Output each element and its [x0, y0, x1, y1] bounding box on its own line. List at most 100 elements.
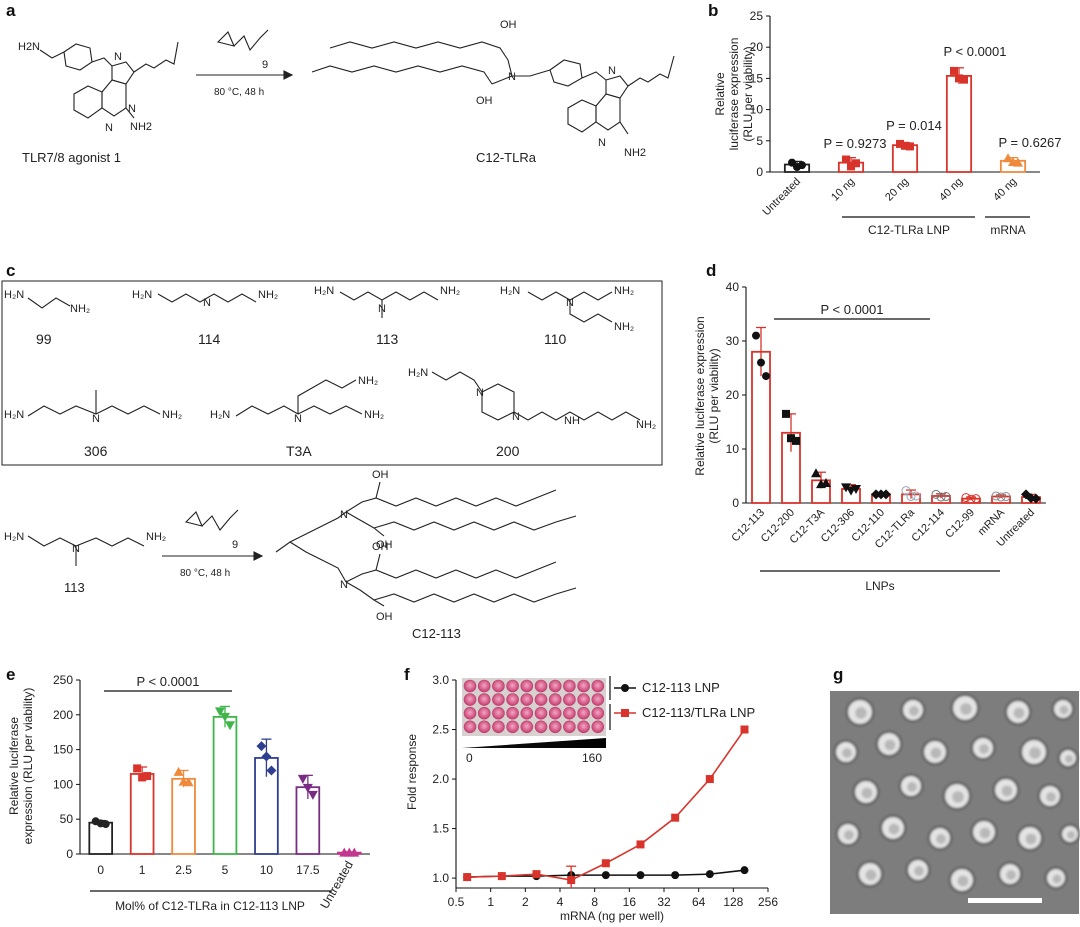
atom-nh2: NH₂ [258, 289, 278, 301]
amine-label-306: 306 [84, 443, 108, 459]
panel-letter-g: g [833, 665, 843, 684]
data-point [261, 751, 272, 762]
plate-well [520, 720, 534, 734]
data-point [798, 161, 806, 170]
atom-oh: OH [372, 541, 389, 553]
x-tick-label: 17.5 [296, 863, 320, 877]
y-tick-label: 30 [726, 334, 740, 348]
data-point [950, 66, 958, 75]
plate-well [563, 720, 576, 734]
data-point [307, 790, 318, 800]
lnp-particle-core [960, 703, 972, 715]
product-label-a: C12-TLRa [476, 150, 537, 165]
epoxide-subscript-c: 9 [232, 539, 238, 551]
data-point [349, 847, 360, 857]
y-tick-label: 2.0 [432, 772, 449, 786]
atom-h2n: H₂N [4, 409, 24, 421]
lnp-particle-core [952, 791, 964, 803]
x-tick-label: 10 ng [829, 176, 857, 204]
y-tick-label: 40 [726, 280, 740, 294]
data-point [497, 872, 506, 881]
x-tick-label: 0 [97, 863, 104, 877]
plate-well [506, 693, 519, 706]
data-point [1031, 493, 1041, 504]
data-point [757, 358, 765, 367]
atom-oh: OH [372, 469, 389, 481]
plate-well [577, 679, 590, 693]
y-tick-label: 0 [66, 847, 73, 861]
data-point [463, 873, 472, 882]
x-tick-label: 64 [692, 895, 706, 909]
y-tick-label: 3.0 [432, 673, 449, 687]
data-point [636, 871, 645, 880]
atom-h2n: H₂N [500, 285, 520, 297]
data-point [762, 372, 770, 381]
chart-b: 0 5 10 15 20 25 Untreated 10 ng 20 ng 40 ng 40 ng P… [750, 9, 1062, 218]
inset-min-label: 0 [466, 751, 473, 765]
plate-well [463, 720, 477, 734]
chart-e-ylabel-line2: expression (RLU per viability) [21, 688, 35, 845]
data-point [851, 484, 861, 494]
data-point [901, 141, 909, 150]
plate-well [506, 706, 519, 720]
epoxide-subscript-a: 9 [262, 59, 268, 71]
amine-label-200: 200 [496, 443, 520, 459]
plate-well [548, 720, 562, 734]
x-tick-label: 1 [487, 895, 494, 909]
data-point [847, 162, 855, 171]
plate-well [477, 679, 491, 693]
data-point [143, 772, 152, 781]
atom-nh2: NH₂ [614, 285, 634, 297]
data-point [740, 866, 749, 875]
lnp-particle-core [1064, 754, 1074, 764]
atom-n: N [566, 297, 574, 309]
lnp-particle-core [1006, 870, 1016, 880]
chart-d-ylabel-line2: (RLU per viability) [707, 348, 721, 443]
data-point [752, 331, 760, 340]
chart-d-ylabel-line1: Relative luciferase expression [693, 316, 707, 475]
atom-nh2: NH₂ [358, 375, 378, 387]
lnp-particle-core [888, 823, 900, 835]
atom-nh2: NH2 [130, 121, 152, 133]
atom-n: N [340, 509, 348, 521]
amine-label-114: 114 [198, 331, 221, 347]
amine-label-t3a: T3A [286, 443, 312, 459]
data-point [960, 75, 968, 84]
plate-well [563, 693, 576, 706]
bar [212, 715, 238, 855]
lnp-particle-core [957, 875, 969, 887]
plate-well [591, 679, 605, 693]
reactant-label-a: TLR7/8 agonist 1 [22, 150, 121, 165]
data-point [671, 813, 680, 822]
p-value-annotation: P < 0.0001 [820, 302, 883, 317]
panel-letter-d: d [706, 261, 716, 280]
data-point [671, 871, 680, 880]
lnp-particle-core [1013, 707, 1025, 719]
atom-n: N [476, 387, 484, 399]
data-point [183, 777, 194, 787]
atom-nh2: NH₂ [636, 419, 656, 431]
atom-h2n: H₂N [4, 531, 24, 543]
panel-letter-f: f [404, 665, 410, 684]
data-point [705, 870, 714, 879]
plate-well [520, 706, 534, 720]
y-tick-label: 0 [732, 496, 739, 510]
plate-well [506, 679, 519, 693]
x-tick-label: 16 [623, 895, 637, 909]
amine-label-113: 113 [376, 331, 399, 347]
data-point [906, 492, 916, 502]
plate-well [520, 693, 534, 706]
lnp-particle-core [1059, 705, 1069, 715]
plate-well [534, 693, 548, 706]
data-point [966, 494, 976, 504]
x-tick-label: 40 ng [937, 176, 965, 204]
atom-nh2: NH₂ [70, 303, 90, 315]
panel-a-atoms: H2N N N NH2 N OH OH N N N NH2 [18, 19, 646, 159]
data-point [911, 491, 921, 501]
panel-a-scheme [39, 29, 675, 135]
y-tick-label: 20 [726, 388, 740, 402]
y-tick-label: 25 [750, 9, 764, 23]
data-point [220, 712, 230, 722]
lnp-particle-core [907, 782, 917, 792]
